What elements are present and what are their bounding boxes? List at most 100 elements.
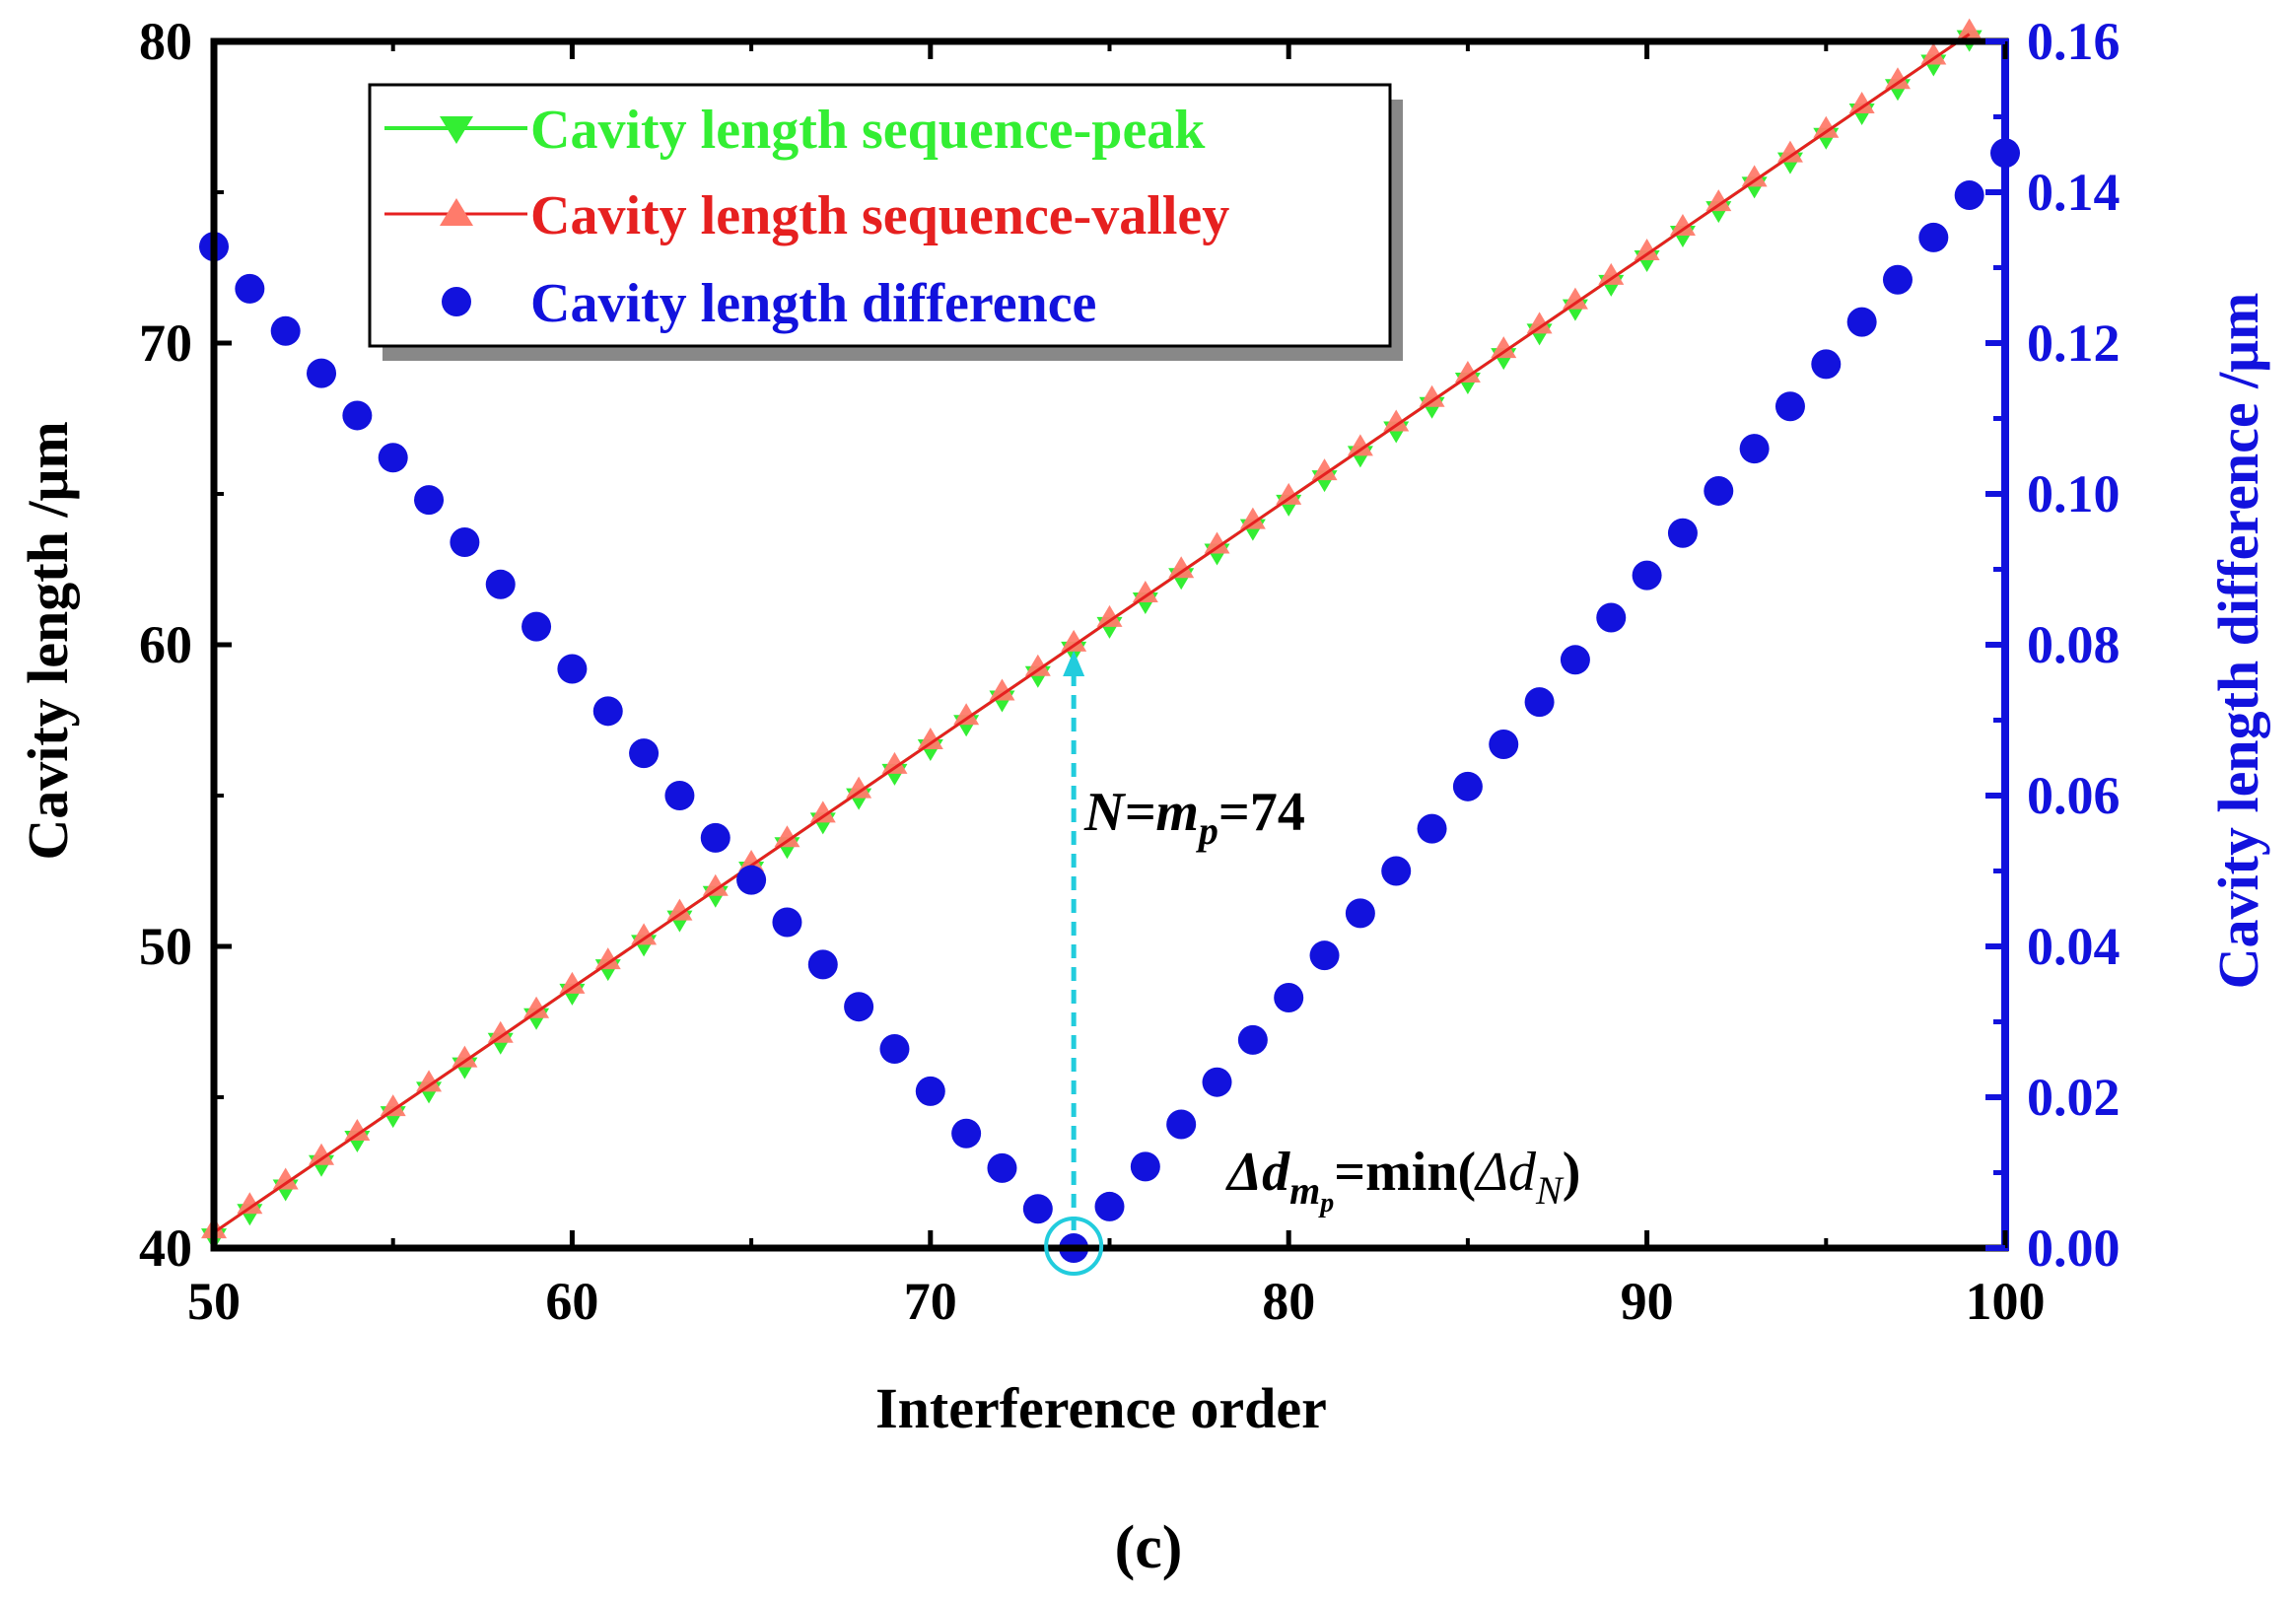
valley-point [1884, 67, 1911, 90]
y2-tick-label: 0.10 [2027, 464, 2121, 523]
valley-point [1239, 507, 1266, 529]
difference-point [342, 400, 373, 431]
difference-point [270, 315, 301, 346]
y-tick-label: 60 [139, 615, 192, 674]
valley-point [1276, 482, 1302, 505]
difference-point [1882, 264, 1913, 295]
y2-tick-label: 0.12 [2027, 313, 2121, 373]
difference-point [1632, 560, 1662, 591]
valley-point [344, 1118, 371, 1141]
difference-point [485, 569, 516, 599]
y2-axis-title: Cavity length difference /μm [2206, 293, 2270, 990]
difference-point [664, 781, 695, 810]
axes-layer: 50 60 70 80 90 10040506070800.000.020.040.060… [139, 12, 2121, 1331]
y-tick-label: 70 [139, 313, 192, 373]
difference-point [1094, 1191, 1125, 1221]
y2-tick-label: 0.02 [2027, 1068, 2121, 1127]
valley-point [953, 703, 980, 726]
annotation-min-delta: Δd [1225, 1142, 1290, 1203]
y2-tick-label: 0.08 [2027, 615, 2121, 674]
valley-point [1024, 654, 1051, 676]
valley-point [702, 873, 729, 896]
annotation-min-m: m [1289, 1168, 1320, 1213]
annotation-min: Δdmp=min(ΔdN) [1225, 1142, 1580, 1218]
valley-point [1347, 434, 1373, 456]
valley-point [666, 898, 693, 921]
x-axis-title: Interference order [875, 1376, 1327, 1440]
valley-point [631, 923, 658, 945]
valley-point [1526, 312, 1553, 334]
valley-point [1741, 165, 1768, 187]
series-layer [199, 18, 2020, 1263]
valley-point [1204, 531, 1230, 554]
valley-point [594, 947, 621, 970]
difference-point [772, 907, 802, 938]
difference-point [844, 992, 874, 1022]
difference-point [1166, 1109, 1197, 1140]
valley-point [1920, 42, 1947, 65]
y2-tick-label: 0.00 [2027, 1218, 2121, 1278]
y-tick-label: 40 [139, 1218, 192, 1278]
difference-point [1704, 475, 1734, 506]
difference-point [1417, 813, 1447, 844]
difference-point [951, 1118, 982, 1149]
valley-point [452, 1045, 478, 1068]
valley-point [1813, 115, 1840, 138]
difference-point [915, 1076, 945, 1106]
valley-point [1776, 140, 1803, 163]
difference-point [1452, 771, 1483, 801]
valley-point [1454, 360, 1481, 383]
difference-point [1667, 518, 1698, 548]
annotation-arrowhead [1063, 651, 1085, 676]
annotation-min-delta2: Δd [1474, 1142, 1537, 1203]
valley-point [1956, 18, 1983, 40]
valley-point [523, 996, 550, 1018]
difference-point [1560, 645, 1590, 675]
valley-point [1419, 384, 1445, 407]
difference-point [1274, 983, 1304, 1013]
legend-difference-marker [442, 287, 471, 316]
annotation-min-close: ) [1563, 1142, 1581, 1203]
difference-point [235, 273, 265, 304]
x-tick-label: 60 [545, 1272, 598, 1331]
annotation-min-p: p [1318, 1188, 1334, 1218]
difference-point [700, 822, 731, 853]
valley-point [1491, 336, 1517, 359]
difference-point [378, 443, 408, 473]
valley-point [1168, 556, 1195, 579]
annotation-min-eq: =min( [1334, 1142, 1476, 1203]
difference-point [1237, 1024, 1268, 1055]
difference-point [1846, 307, 1877, 337]
y2-tick-label: 0.14 [2027, 163, 2121, 222]
series-valley-line [213, 33, 1971, 1234]
valley-point [809, 800, 836, 823]
valley-point [1562, 287, 1588, 310]
valley-point [846, 776, 872, 799]
annotation-n-prefix: N=m [1083, 782, 1199, 843]
difference-point [1811, 349, 1842, 380]
y-axis-title: Cavity length /μm [16, 421, 80, 860]
annotation-min-n: N [1535, 1168, 1565, 1213]
x-tick-label: 50 [187, 1272, 241, 1331]
difference-point [522, 611, 552, 642]
valley-point [1061, 629, 1087, 652]
valley-point [738, 849, 765, 871]
valley-point [416, 1070, 443, 1092]
difference-point [736, 865, 767, 895]
legend: Cavity length sequence-peak Cavity lengt… [368, 83, 1403, 361]
difference-point [307, 358, 337, 388]
difference-point [557, 654, 588, 684]
difference-point [414, 485, 445, 516]
annotation-n-suffix: =74 [1218, 782, 1305, 843]
legend-box [368, 83, 1392, 348]
y2-tick-label: 0.06 [2027, 766, 2121, 825]
valley-point [1598, 262, 1625, 285]
valley-point [1634, 239, 1660, 261]
valley-point [559, 971, 586, 994]
valley-point [237, 1192, 263, 1215]
valley-point [1705, 189, 1732, 212]
difference-point [450, 526, 480, 557]
difference-point [1309, 940, 1340, 971]
difference-point [592, 696, 623, 727]
y2-tick-label: 0.16 [2027, 12, 2121, 71]
